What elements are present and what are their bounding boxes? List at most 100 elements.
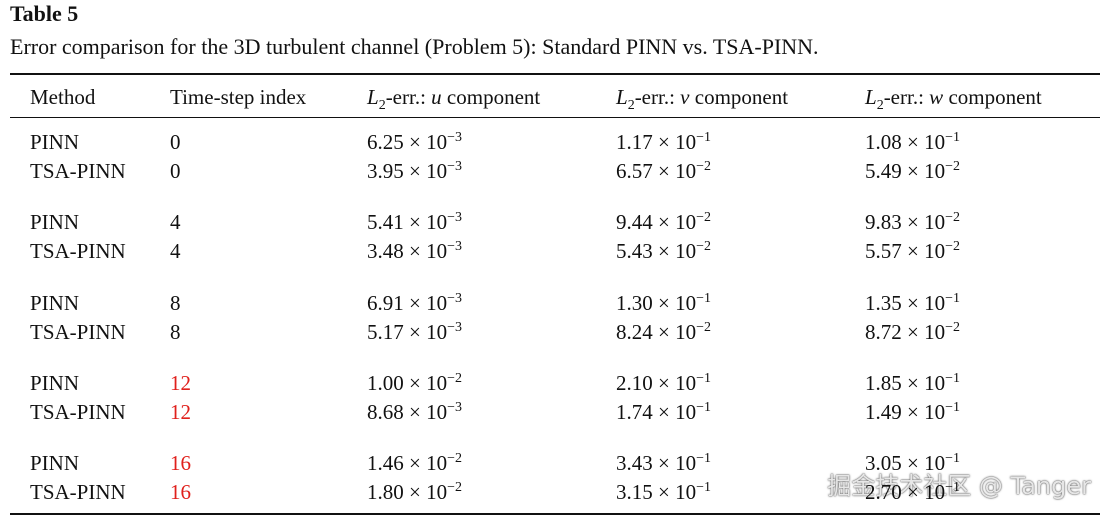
text: -err.: [634, 85, 681, 109]
mantissa: 1.74 × 10 [616, 400, 697, 424]
error-cell: 1.46 × 10−2 [367, 451, 462, 475]
exponent: −2 [447, 451, 462, 466]
mantissa: 3.05 × 10 [865, 451, 946, 475]
exponent: −2 [696, 239, 711, 254]
mantissa: 5.57 × 10 [865, 239, 946, 263]
mantissa: 3.48 × 10 [367, 239, 448, 263]
exponent: −1 [696, 451, 711, 466]
mantissa: 2.70 × 10 [865, 480, 946, 504]
mantissa: 5.43 × 10 [616, 239, 697, 263]
index-cell: 16 [170, 480, 191, 504]
watermark: 掘金技术社区 @ Tanger [827, 472, 1091, 500]
error-cell: 8.72 × 10−2 [865, 320, 960, 344]
mantissa: 1.80 × 10 [367, 480, 448, 504]
mantissa: 6.25 × 10 [367, 130, 448, 154]
mantissa: 8.24 × 10 [616, 320, 697, 344]
error-cell: 8.24 × 10−2 [616, 320, 711, 344]
mantissa: 1.00 × 10 [367, 371, 448, 395]
exponent: −3 [447, 239, 462, 254]
error-cell: 1.35 × 10−1 [865, 291, 960, 315]
exponent: −2 [447, 371, 462, 386]
mantissa: 1.85 × 10 [865, 371, 946, 395]
text: component [689, 85, 789, 109]
exponent: −3 [447, 159, 462, 174]
variable: w [929, 85, 944, 109]
exponent: −1 [945, 400, 960, 415]
mantissa: 1.35 × 10 [865, 291, 946, 315]
index-cell: 12 [170, 371, 191, 395]
exponent: −1 [696, 371, 711, 386]
error-cell: 6.91 × 10−3 [367, 291, 462, 315]
method-cell: TSA-PINN [30, 320, 126, 344]
column-header: Time-step index [170, 85, 307, 109]
method-cell: TSA-PINN [30, 239, 126, 263]
exponent: −1 [945, 371, 960, 386]
error-cell: 3.05 × 10−1 [865, 451, 960, 475]
column-header: L2-err.: v component [616, 85, 789, 113]
text: component [943, 85, 1042, 109]
error-cell: 1.80 × 10−2 [367, 480, 462, 504]
error-cell: 5.49 × 10−2 [865, 159, 960, 183]
error-cell: 5.17 × 10−3 [367, 320, 462, 344]
error-cell: 3.43 × 10−1 [616, 451, 711, 475]
exponent: −2 [945, 239, 960, 254]
subscript: 2 [876, 98, 884, 113]
error-cell: 1.85 × 10−1 [865, 371, 960, 395]
mantissa: 8.72 × 10 [865, 320, 946, 344]
exponent: −3 [447, 400, 462, 415]
mantissa: 3.43 × 10 [616, 451, 697, 475]
error-cell: 3.48 × 10−3 [367, 239, 462, 263]
method-cell: PINN [30, 451, 80, 475]
mantissa: 6.91 × 10 [367, 291, 448, 315]
error-cell: 9.44 × 10−2 [616, 210, 711, 234]
header-rule [10, 117, 1100, 118]
exponent: −2 [945, 320, 960, 335]
exponent: −1 [945, 451, 960, 466]
exponent: −1 [945, 480, 960, 495]
mantissa: 6.57 × 10 [616, 159, 697, 183]
mantissa: 5.41 × 10 [367, 210, 448, 234]
bottom-rule [10, 513, 1100, 515]
text: component [441, 85, 541, 109]
text: -err.: [883, 85, 930, 109]
exponent: −2 [447, 480, 462, 495]
mantissa: 5.49 × 10 [865, 159, 946, 183]
index-cell: 8 [170, 320, 181, 344]
exponent: −3 [447, 320, 462, 335]
error-cell: 5.57 × 10−2 [865, 239, 960, 263]
exponent: −1 [696, 130, 711, 145]
index-cell: 0 [170, 159, 181, 183]
subscript: 2 [627, 98, 635, 113]
exponent: −1 [696, 400, 711, 415]
method-cell: TSA-PINN [30, 400, 126, 424]
exponent: −2 [696, 320, 711, 335]
mantissa: 1.17 × 10 [616, 130, 697, 154]
exponent: −1 [945, 130, 960, 145]
error-cell: 1.00 × 10−2 [367, 371, 462, 395]
index-cell: 4 [170, 239, 181, 263]
exponent: −3 [447, 130, 462, 145]
mantissa: 1.30 × 10 [616, 291, 697, 315]
error-cell: 1.17 × 10−1 [616, 130, 711, 154]
method-cell: PINN [30, 130, 80, 154]
error-cell: 1.30 × 10−1 [616, 291, 711, 315]
error-cell: 8.68 × 10−3 [367, 400, 462, 424]
exponent: −3 [447, 291, 462, 306]
error-cell: 5.41 × 10−3 [367, 210, 462, 234]
table-caption: Error comparison for the 3D turbulent ch… [10, 34, 819, 59]
error-cell: 1.08 × 10−1 [865, 130, 960, 154]
error-cell: 3.15 × 10−1 [616, 480, 711, 504]
error-cell: 1.49 × 10−1 [865, 400, 960, 424]
exponent: −2 [945, 159, 960, 174]
mantissa: 3.15 × 10 [616, 480, 697, 504]
error-cell: 2.10 × 10−1 [616, 371, 711, 395]
method-cell: TSA-PINN [30, 480, 126, 504]
mantissa: 5.17 × 10 [367, 320, 448, 344]
method-cell: PINN [30, 371, 80, 395]
variable: v [680, 85, 690, 109]
exponent: −3 [447, 210, 462, 225]
variable: u [431, 85, 442, 109]
index-cell: 0 [170, 130, 181, 154]
error-cell: 1.74 × 10−1 [616, 400, 711, 424]
